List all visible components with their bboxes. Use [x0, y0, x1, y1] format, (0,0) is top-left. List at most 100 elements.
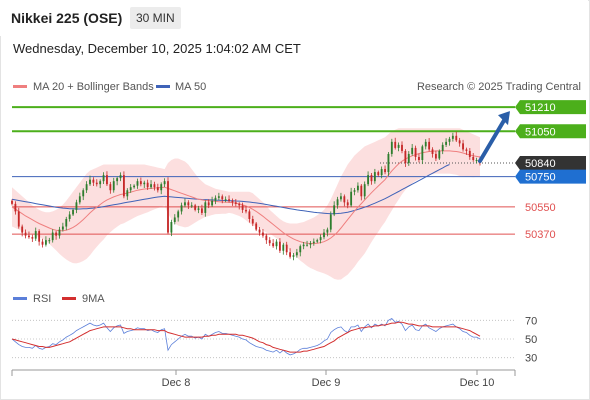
candle [306, 240, 308, 247]
candle-body [353, 190, 356, 192]
candle-body [184, 202, 186, 206]
candle-body [207, 202, 210, 206]
candle [319, 234, 322, 244]
candle-body [319, 237, 322, 241]
candle-body [44, 240, 47, 245]
price-panel: 51210 51050 50840 50750 50550 50370 [11, 100, 586, 280]
candle [448, 136, 451, 146]
level-label-50840: 50840 [525, 158, 556, 170]
candle-body [221, 196, 224, 200]
candle-body [122, 175, 125, 197]
candle [150, 180, 152, 189]
rsi-ma-line [11, 321, 481, 353]
forecast-arrow-shaft [478, 115, 508, 164]
level-label-50550: 50550 [525, 202, 556, 214]
time-axis: Dec 8 Dec 9 Dec 10 [11, 369, 516, 389]
chart-datetime: Wednesday, December 10, 2025 1:04:02 AM … [13, 41, 301, 56]
candle-body [75, 202, 78, 210]
time-tick-label: Dec 10 [460, 377, 495, 389]
candle-body [309, 243, 312, 245]
candle [112, 177, 115, 193]
candle [458, 137, 461, 147]
candle-body [153, 184, 156, 188]
candle [14, 201, 17, 215]
candle-body [458, 140, 461, 144]
candle-body [180, 205, 183, 212]
candle-body [55, 232, 58, 236]
candle [275, 239, 278, 250]
candle [167, 177, 169, 235]
candle [441, 142, 444, 155]
candle-body [119, 175, 122, 179]
candle-body [431, 149, 434, 154]
candle [356, 182, 359, 193]
candle-body [462, 143, 464, 150]
rsi-legend: RSI 9MA [13, 293, 105, 305]
rsi-legend-swatch [13, 297, 27, 300]
candle [265, 233, 268, 244]
candle-body [299, 246, 302, 253]
candle [160, 182, 163, 195]
candle [102, 172, 105, 185]
candle-body [428, 141, 431, 150]
candle [340, 192, 342, 202]
candle-body [150, 184, 152, 188]
candle-body [238, 203, 241, 206]
level-badge-50840 [515, 156, 586, 171]
candle [407, 151, 410, 166]
rsi-line [11, 318, 481, 356]
candle-body [414, 147, 417, 157]
candle [34, 227, 37, 241]
candle-body [139, 181, 142, 185]
candle-body [78, 196, 81, 203]
candle [82, 188, 85, 201]
candle-body [143, 182, 146, 185]
candle [421, 144, 424, 165]
candle [390, 138, 393, 157]
candle-body [390, 141, 393, 154]
candle [401, 141, 403, 154]
candle [194, 203, 197, 212]
candle [428, 138, 431, 152]
candle [418, 153, 420, 163]
candle-body [387, 153, 390, 173]
candle [187, 200, 190, 209]
candle-body [340, 196, 342, 200]
candle [156, 183, 159, 193]
candle [445, 138, 448, 147]
candle-body [34, 231, 37, 239]
candle-body [292, 255, 295, 257]
ma20-line [11, 150, 481, 244]
candle-body [272, 243, 275, 247]
candle [468, 148, 471, 160]
timeframe-badge[interactable]: 30 MIN [130, 7, 181, 29]
candle-body [278, 241, 281, 251]
candle [139, 177, 142, 187]
candle-body [411, 147, 414, 154]
candle [92, 177, 95, 187]
candle [89, 175, 91, 186]
bollinger-band-fill [12, 128, 480, 280]
candle-body [89, 179, 91, 185]
candle [184, 198, 186, 208]
candle-body [445, 141, 448, 145]
candle [228, 195, 230, 203]
candle-body [28, 235, 30, 238]
candle-body [384, 169, 386, 173]
candle [95, 179, 98, 187]
candle [72, 208, 74, 216]
candle-body [217, 196, 220, 198]
level-label-51050: 51050 [525, 126, 556, 138]
candle [38, 229, 41, 246]
candle-body [373, 172, 376, 182]
candle-body [397, 144, 400, 148]
candle [431, 147, 434, 158]
candle [346, 199, 349, 209]
candle [292, 253, 295, 261]
candle [211, 196, 214, 208]
candle [377, 170, 380, 177]
candle [397, 142, 400, 152]
rsi-panel: 30 50 70 [11, 315, 537, 365]
candle [262, 228, 264, 238]
candle-body [234, 202, 237, 204]
